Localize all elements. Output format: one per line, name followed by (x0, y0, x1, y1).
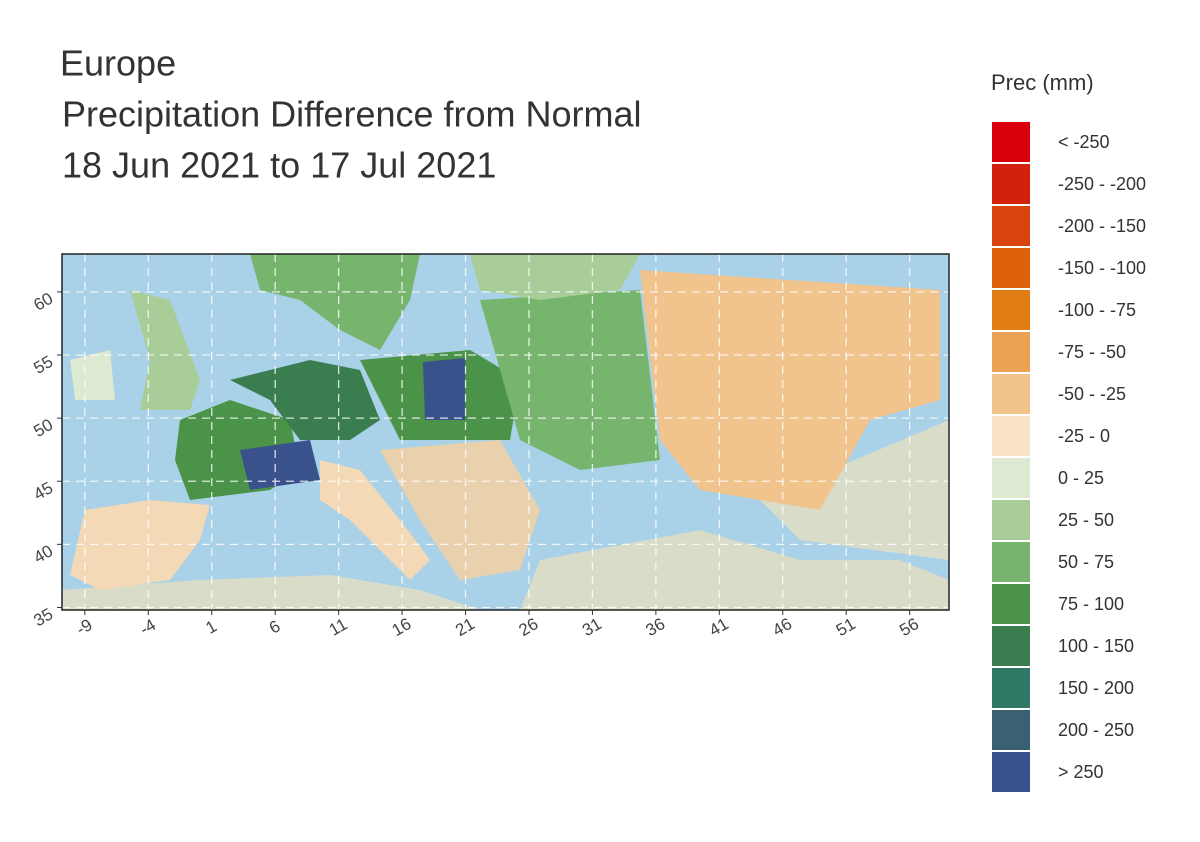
x-tick-label: 21 (452, 614, 478, 640)
y-tick-label: 60 (30, 289, 56, 315)
legend-swatch (992, 416, 1030, 456)
land (230, 360, 380, 440)
legend-label: 0 - 25 (1058, 468, 1104, 488)
legend-label: 150 - 200 (1058, 678, 1134, 698)
legend-swatch (992, 668, 1030, 708)
legend-swatch (992, 248, 1030, 288)
legend-label: -150 - -100 (1058, 258, 1146, 278)
legend-label: 200 - 250 (1058, 720, 1134, 740)
land (423, 358, 465, 420)
y-tick-label: 40 (30, 541, 56, 567)
legend-swatch (992, 290, 1030, 330)
land (250, 254, 420, 350)
title: Europe (60, 43, 176, 84)
legend-label: < -250 (1058, 132, 1110, 152)
land (62, 575, 480, 610)
date-range: 18 Jun 2021 to 17 Jul 2021 (62, 145, 496, 186)
legend-swatch (992, 710, 1030, 750)
x-tick-label: -9 (73, 615, 96, 639)
legend-swatch (992, 332, 1030, 372)
legend-swatch (992, 458, 1030, 498)
y-tick-label: 50 (30, 415, 56, 441)
legend-swatch (992, 122, 1030, 162)
legend-label: 100 - 150 (1058, 636, 1134, 656)
land (480, 290, 660, 470)
map (62, 254, 949, 610)
legend-label: > 250 (1058, 762, 1104, 782)
legend-swatch (992, 626, 1030, 666)
legend-swatch (992, 500, 1030, 540)
legend-label: -50 - -25 (1058, 384, 1126, 404)
legend-swatch (992, 164, 1030, 204)
y-tick-label: 55 (30, 352, 56, 378)
land (640, 270, 940, 510)
legend-title: Prec (mm) (991, 70, 1094, 95)
land (470, 254, 640, 300)
legend-swatch (992, 374, 1030, 414)
legend-label: -250 - -200 (1058, 174, 1146, 194)
x-tick-label: 36 (642, 614, 668, 640)
legend-swatch (992, 752, 1030, 792)
land (760, 420, 949, 560)
land (70, 350, 115, 400)
legend-label: -100 - -75 (1058, 300, 1136, 320)
subtitle: Precipitation Difference from Normal (62, 94, 642, 135)
legend-label: 25 - 50 (1058, 510, 1114, 530)
x-tick-label: 46 (769, 614, 795, 640)
x-tick-label: 41 (706, 614, 732, 640)
x-tick-label: 6 (266, 617, 284, 638)
legend-label: -25 - 0 (1058, 426, 1110, 446)
legend-label: 50 - 75 (1058, 552, 1114, 572)
x-tick-label: 51 (833, 614, 859, 640)
x-tick-label: 11 (326, 614, 351, 639)
legend-label: 75 - 100 (1058, 594, 1124, 614)
legend-swatch (992, 206, 1030, 246)
panel-border (61, 253, 950, 611)
x-tick-label: -4 (136, 615, 159, 639)
legend-label: -75 - -50 (1058, 342, 1126, 362)
x-tick-label: 1 (202, 617, 220, 638)
grid (62, 254, 949, 610)
legend-swatch (992, 584, 1030, 624)
y-tick-label: 35 (30, 604, 56, 630)
y-tick-label: 45 (30, 478, 56, 504)
legend-swatch (992, 542, 1030, 582)
x-tick-label: 31 (579, 614, 605, 640)
land (240, 440, 320, 490)
x-tick-label: 26 (516, 614, 542, 640)
land (520, 530, 949, 610)
x-tick-label: 56 (896, 614, 922, 640)
legend-label: -200 - -150 (1058, 216, 1146, 236)
land (130, 290, 200, 410)
x-tick-label: 16 (389, 614, 415, 640)
